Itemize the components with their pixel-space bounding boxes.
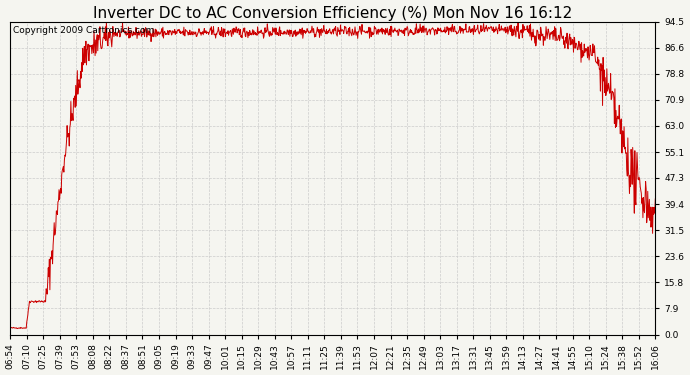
Title: Inverter DC to AC Conversion Efficiency (%) Mon Nov 16 16:12: Inverter DC to AC Conversion Efficiency … [93, 6, 572, 21]
Text: Copyright 2009 Cartronics.com: Copyright 2009 Cartronics.com [13, 26, 155, 35]
